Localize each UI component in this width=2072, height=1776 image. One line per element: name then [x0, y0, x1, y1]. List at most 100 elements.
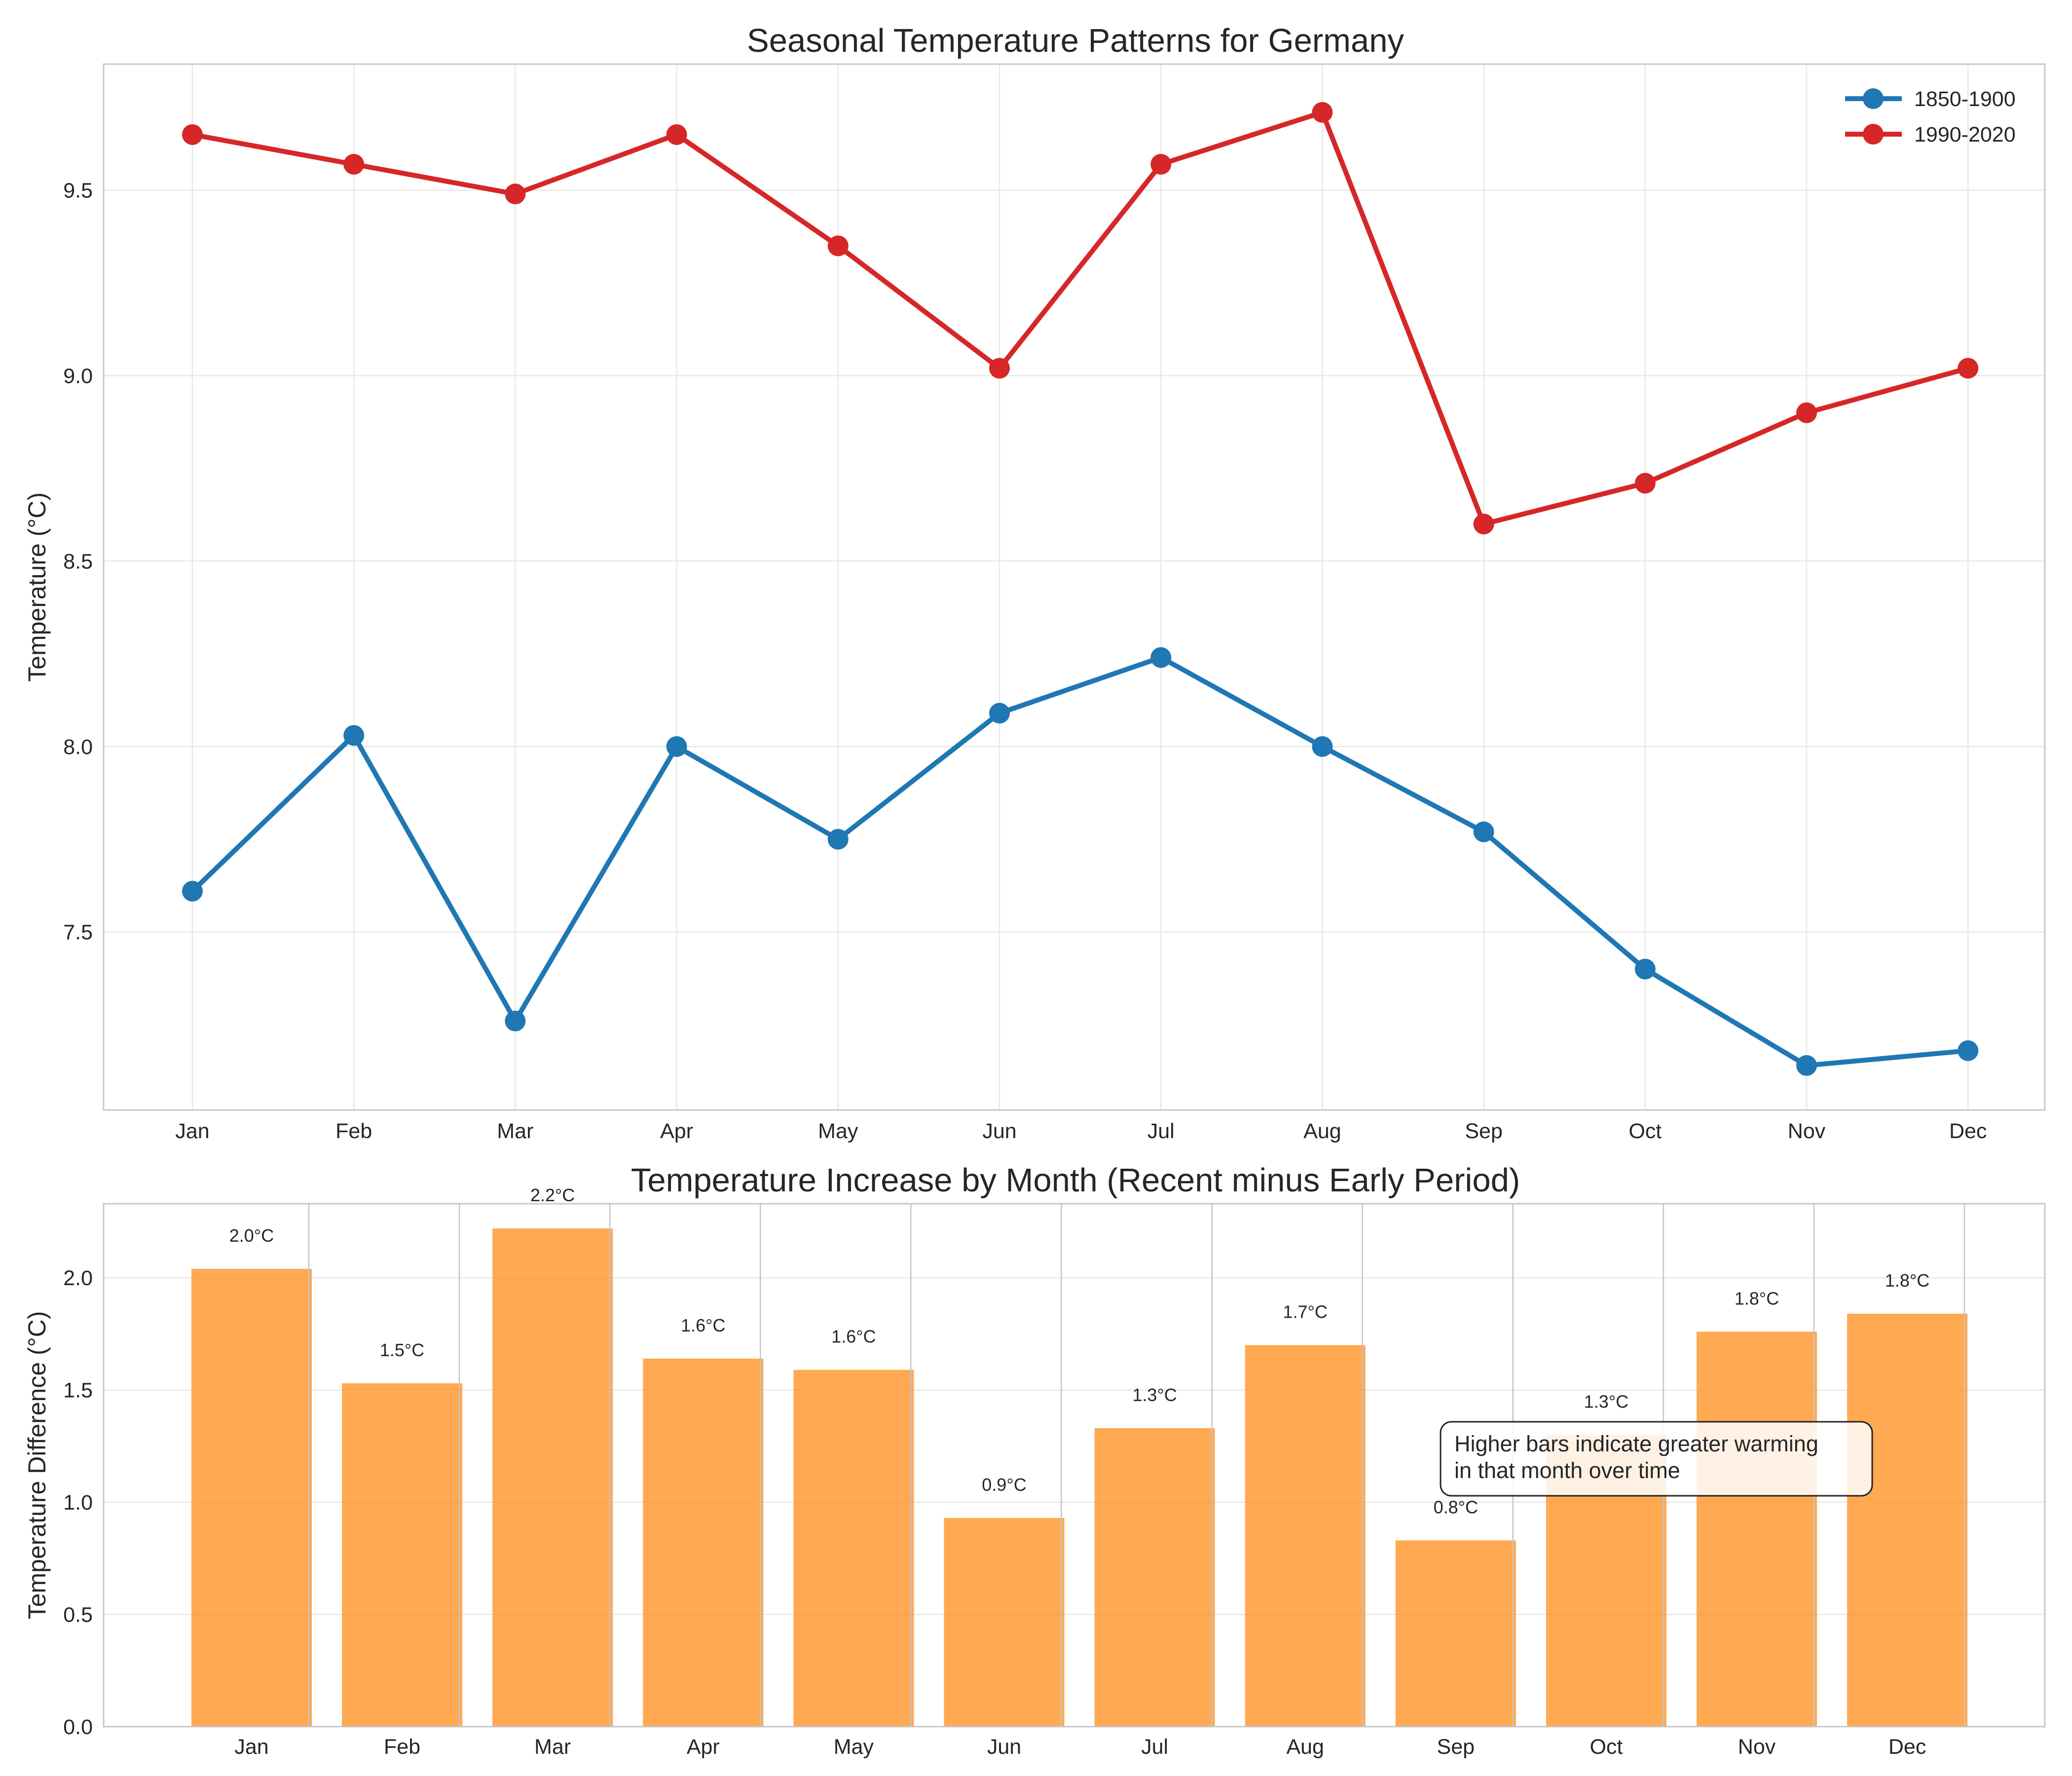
data-point [989, 358, 1010, 379]
data-point [1796, 402, 1817, 423]
bar [1245, 1345, 1366, 1727]
data-point [343, 725, 365, 746]
x-tick-label: Nov [1788, 1119, 1826, 1143]
data-point [1796, 1055, 1817, 1076]
line-chart-frame [103, 63, 2046, 1111]
bar [1094, 1428, 1215, 1727]
line-chart-grid [104, 64, 2045, 1110]
legend-label: 1990-2020 [1914, 123, 2016, 147]
bar [492, 1228, 613, 1727]
x-tick-label: May [818, 1119, 858, 1143]
bar [1847, 1313, 1968, 1727]
x-tick-label: Apr [660, 1119, 693, 1143]
bar-value-label: 0.8°C [1434, 1497, 1478, 1517]
bar-chart-y-axis-label: Temperature Difference (°C) [23, 1311, 51, 1620]
data-point [666, 736, 687, 757]
bar-value-label: 1.3°C [1584, 1392, 1628, 1412]
bar-value-label: 2.0°C [229, 1225, 274, 1246]
x-tick-label: Aug [1286, 1735, 1324, 1759]
bar-value-label: 0.9°C [982, 1475, 1026, 1495]
annotation-line-2: in that month over time [1454, 1458, 1680, 1483]
bar-chart-vertical-grid [308, 1204, 1965, 1727]
x-tick-label: Sep [1437, 1735, 1475, 1759]
bar [1395, 1540, 1516, 1727]
bar [944, 1517, 1065, 1727]
x-tick-label: Jan [175, 1119, 209, 1143]
bar-chart-x-ticks: Jan Feb Mar Apr May Jun Jul Aug Sep Oct Nov Dec [234, 1735, 1926, 1759]
x-tick-label: Dec [1949, 1119, 1987, 1143]
bar-value-label: 1.3°C [1132, 1385, 1177, 1405]
line-chart-y-ticks: 7.5 8.0 8.5 9.0 9.5 [63, 179, 93, 945]
data-point [827, 829, 849, 850]
data-point [505, 184, 526, 205]
annotation-box-border [1440, 1421, 1873, 1497]
x-tick-label: Apr [687, 1735, 720, 1759]
bar-value-label: 1.7°C [1283, 1302, 1327, 1322]
bar [342, 1383, 463, 1727]
y-tick-label: 9.5 [63, 179, 93, 203]
data-point [343, 153, 365, 175]
bar-value-label: 1.5°C [380, 1340, 424, 1360]
y-tick-label: 7.5 [63, 921, 93, 944]
bar-value-label: 2.2°C [530, 1185, 575, 1205]
x-tick-label: Oct [1628, 1119, 1662, 1143]
data-point [1634, 959, 1656, 980]
bar [191, 1268, 312, 1727]
line-chart-series [182, 102, 1979, 1076]
y-tick-label: 1.5 [63, 1379, 93, 1403]
legend-marker [1863, 88, 1884, 109]
series-line [190, 655, 1968, 1068]
bar-chart-frame [103, 1203, 2046, 1728]
y-tick-label: 2.0 [63, 1266, 93, 1290]
x-tick-label: May [834, 1735, 874, 1759]
data-point [1634, 473, 1656, 494]
annotation-line-1: Higher bars indicate greater warming [1454, 1431, 1818, 1456]
line-chart-title: Seasonal Temperature Patterns for German… [747, 22, 1404, 59]
data-point [505, 1010, 526, 1032]
data-point [1312, 736, 1333, 757]
bar-value-label: 1.6°C [681, 1315, 725, 1335]
x-tick-label: Dec [1888, 1735, 1926, 1759]
x-tick-label: Jun [987, 1735, 1021, 1759]
bar-chart-value-labels: 2.0°C 1.5°C 2.2°C 1.6°C 1.6°C 0.9°C 1.3°C 1.7°C… [229, 1185, 1930, 1517]
bar-chart-title: Temperature Increase by Month (Recent mi… [631, 1162, 1520, 1199]
line-chart-panel: Seasonal Temperature Patterns for German… [23, 22, 2046, 1143]
x-tick-label: Nov [1738, 1735, 1776, 1759]
x-tick-label: Mar [497, 1119, 533, 1143]
annotation-box: Higher bars indicate greater warming in … [1440, 1421, 1873, 1497]
data-point [1150, 647, 1172, 668]
data-point [827, 235, 849, 257]
x-tick-label: Mar [534, 1735, 571, 1759]
x-tick-label: Aug [1303, 1119, 1341, 1143]
y-tick-label: 0.0 [63, 1715, 93, 1739]
y-tick-label: 8.5 [63, 550, 93, 573]
x-tick-label: Feb [384, 1735, 420, 1759]
bar [1697, 1332, 1817, 1727]
x-tick-label: Jul [1147, 1119, 1175, 1143]
data-point [989, 703, 1010, 724]
y-tick-label: 0.5 [63, 1603, 93, 1627]
data-point [1958, 358, 1979, 379]
bar-chart-y-ticks: 0.0 0.5 1.0 1.5 2.0 [63, 1266, 93, 1739]
x-tick-label: Feb [335, 1119, 372, 1143]
line-chart-y-axis-label: Temperature (°C) [23, 492, 51, 682]
x-tick-label: Jan [234, 1735, 268, 1759]
bar-value-label: 1.6°C [831, 1327, 876, 1347]
data-point [1150, 153, 1172, 175]
data-point [1312, 102, 1333, 123]
bar-value-label: 1.8°C [1885, 1270, 1929, 1291]
x-tick-label: Jun [982, 1119, 1016, 1143]
legend: 1850-1900 1990-2020 [1845, 87, 2016, 147]
data-point [1958, 1040, 1979, 1061]
y-tick-label: 1.0 [63, 1491, 93, 1515]
data-point [182, 881, 203, 902]
x-tick-label: Sep [1465, 1119, 1503, 1143]
y-tick-label: 8.0 [63, 735, 93, 759]
bar [793, 1369, 914, 1727]
bar-chart-panel: Temperature Increase by Month (Recent mi… [23, 1162, 2046, 1759]
line-chart-x-ticks: Jan Feb Mar Apr May Jun Jul Aug Sep Oct Nov Dec [175, 1119, 1987, 1143]
data-point [182, 124, 203, 145]
data-point [666, 124, 687, 145]
bar-value-label: 1.8°C [1735, 1288, 1779, 1308]
